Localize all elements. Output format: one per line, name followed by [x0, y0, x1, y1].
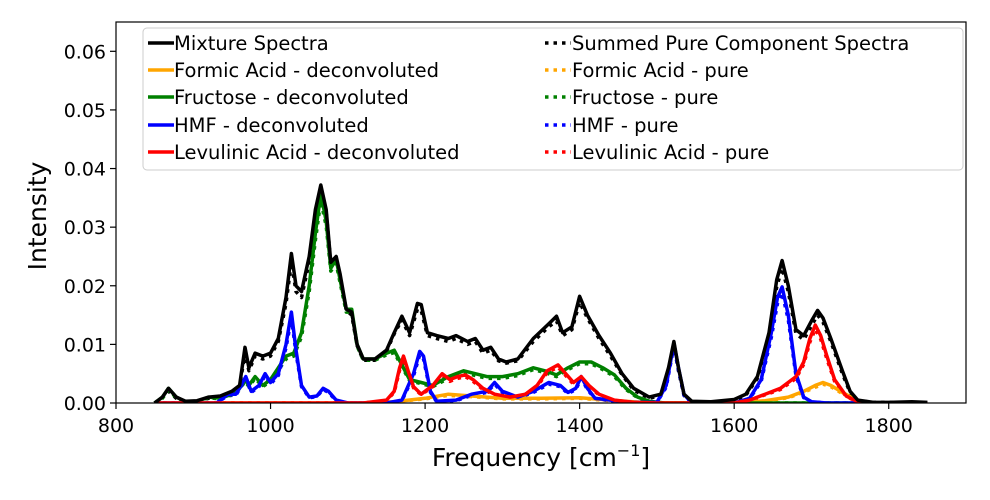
- series-line-mixture-spectra: [153, 183, 928, 403]
- legend-entry: Fructose - pure: [572, 86, 718, 109]
- plot-frame: [115, 21, 967, 404]
- x-tick-label: 800: [98, 415, 134, 437]
- series-line-fructose-pure: [153, 199, 928, 403]
- x-tick-label: 1800: [865, 415, 913, 437]
- axes: 800 1000 1200 1400 1600 1800 0.00 0.01 0.02 0.03 0…: [64, 21, 967, 437]
- legend: Mixture Spectra Formic Acid - deconvolute…: [142, 27, 964, 171]
- y-axis-label: Intensity: [23, 161, 52, 270]
- series-line-levulinic-acid-pure: [154, 327, 928, 403]
- legend-entry: HMF - pure: [572, 114, 678, 137]
- legend-entry: HMF - deconvoluted: [174, 114, 369, 137]
- y-tick-label: 0.02: [64, 276, 106, 298]
- legend-entry: Mixture Spectra: [174, 32, 329, 55]
- x-tick-label: 1600: [710, 415, 758, 437]
- y-tick-label: 0.01: [64, 334, 106, 356]
- x-tick-label: 1400: [555, 415, 603, 437]
- legend-entry: Formic Acid - deconvoluted: [174, 59, 439, 82]
- plot-area: [153, 183, 928, 403]
- y-tick-label: 0.00: [64, 393, 106, 415]
- x-axis-label: Frequency [cm−1]: [432, 441, 650, 472]
- x-tick-label: 1000: [246, 415, 294, 437]
- y-tick-label: 0.06: [64, 41, 106, 63]
- legend-entry: Summed Pure Component Spectra: [572, 32, 909, 55]
- legend-entry: Levulinic Acid - pure: [572, 141, 769, 164]
- series-line-levulinic-acid-deconvoluted: [154, 323, 928, 403]
- legend-entry: Formic Acid - pure: [572, 59, 749, 82]
- y-tick-label: 0.05: [64, 100, 106, 122]
- x-tick-label: 1200: [401, 415, 449, 437]
- y-tick-label: 0.03: [64, 217, 106, 239]
- legend-entry: Fructose - deconvoluted: [174, 86, 409, 109]
- legend-entry: Levulinic Acid - deconvoluted: [174, 141, 460, 164]
- legend-box: [142, 27, 964, 171]
- y-tick-label: 0.04: [64, 159, 106, 181]
- series-line-formic-acid-deconvoluted: [154, 380, 928, 403]
